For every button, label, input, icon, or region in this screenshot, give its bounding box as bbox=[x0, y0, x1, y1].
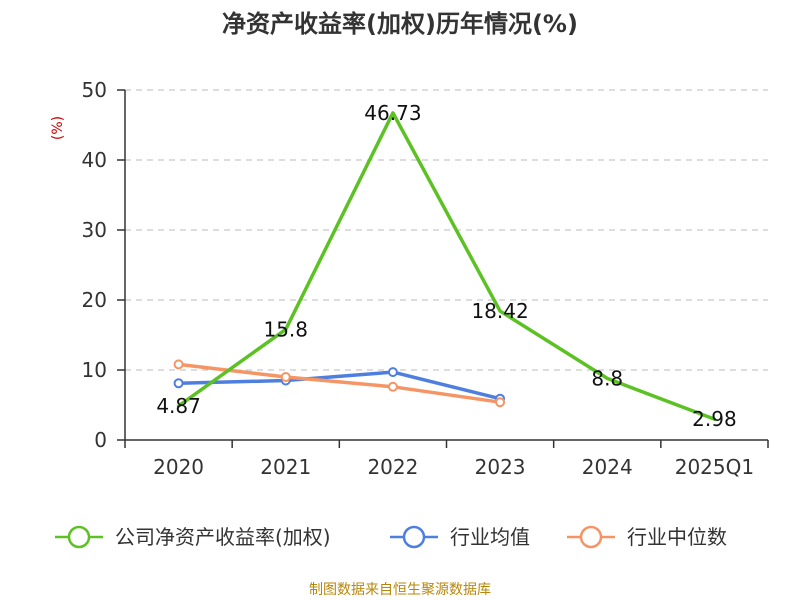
x-tick-label: 2025Q1 bbox=[675, 455, 754, 479]
x-tick-label: 2021 bbox=[260, 455, 311, 479]
x-tick-label: 2022 bbox=[367, 455, 418, 479]
y-tick-label: 50 bbox=[82, 78, 107, 102]
x-tick-label: 2023 bbox=[475, 455, 526, 479]
series-point[interactable] bbox=[173, 359, 184, 370]
legend-label: 公司净资产收益率(加权) bbox=[115, 525, 331, 549]
chart-title: 净资产收益率(加权)历年情况(%) bbox=[222, 10, 578, 38]
legend-swatch-marker bbox=[579, 525, 603, 549]
legend-swatch-marker bbox=[67, 525, 91, 549]
series-lines bbox=[173, 111, 717, 421]
y-tick-label: 20 bbox=[82, 288, 107, 312]
grid-lines bbox=[125, 89, 768, 371]
legend-swatch-marker bbox=[402, 525, 426, 549]
legend-label: 行业均值 bbox=[450, 525, 530, 549]
x-tick-label: 2024 bbox=[582, 455, 633, 479]
series-point[interactable] bbox=[495, 397, 506, 408]
data-label: 2.98 bbox=[692, 407, 737, 431]
legend-label: 行业中位数 bbox=[627, 525, 727, 549]
series-line bbox=[176, 370, 502, 401]
legend-item[interactable]: 行业中位数 bbox=[567, 525, 727, 549]
legend-item[interactable]: 行业均值 bbox=[390, 525, 530, 549]
y-axis-unit: (%) bbox=[50, 116, 66, 140]
series-point[interactable] bbox=[280, 372, 291, 382]
series-point[interactable] bbox=[387, 381, 398, 392]
data-source-note: 制图数据来自恒生聚源数据库 bbox=[309, 582, 491, 598]
data-label: 4.87 bbox=[156, 394, 201, 418]
series-point[interactable] bbox=[173, 378, 184, 389]
legend-item[interactable]: 公司净资产收益率(加权) bbox=[55, 525, 331, 549]
data-label: 46.73 bbox=[364, 101, 421, 125]
data-label: 15.8 bbox=[263, 317, 308, 341]
y-tick-label: 30 bbox=[82, 218, 107, 242]
x-tick-label: 2020 bbox=[153, 455, 204, 479]
data-labels: 4.87 15.8 46.73 18.42 8.8 2.98 bbox=[156, 101, 736, 431]
series-line bbox=[176, 362, 502, 404]
y-tick-label: 40 bbox=[82, 148, 107, 172]
series-point[interactable] bbox=[387, 367, 398, 378]
y-tick-label: 0 bbox=[94, 428, 107, 452]
data-label: 18.42 bbox=[471, 299, 528, 323]
legend[interactable]: 公司净资产收益率(加权) 行业均值 行业中位数 bbox=[55, 525, 727, 549]
data-label: 8.8 bbox=[591, 366, 623, 390]
axes: 0 10 20 30 40 50 2020 2021 2022 2023 2024 2025Q1 bbox=[82, 78, 769, 479]
series-line bbox=[176, 111, 717, 421]
y-tick-label: 10 bbox=[82, 358, 107, 382]
